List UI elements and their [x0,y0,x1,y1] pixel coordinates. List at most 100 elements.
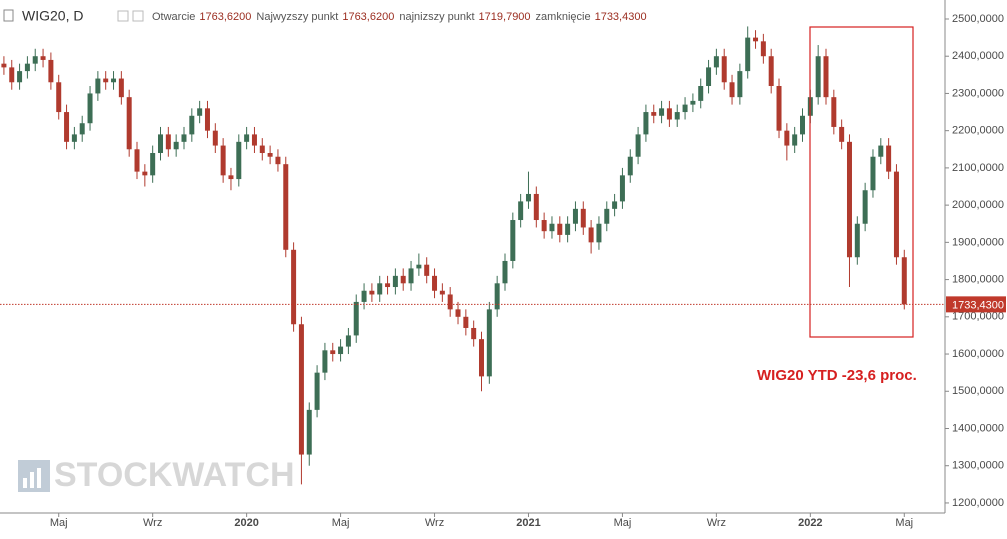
candle-body [259,145,265,154]
logo-bar [37,468,41,488]
candle-body [283,164,289,250]
field-value: 1733,4300 [595,11,647,23]
y-tick-label: 1400,0000 [952,422,1004,434]
candle-body [800,115,806,135]
candle-body [729,82,735,98]
candle-body [40,56,46,60]
candle-body [24,63,30,72]
field-label: najnizszy punkt [399,11,474,23]
candle-body [510,220,516,261]
candle-body [111,78,117,83]
candle-body [9,67,15,83]
x-tick-label: Maj [895,517,913,529]
header: WIG20, D Otwarcie 1763,6200 Najwyzszy punk… [3,8,647,24]
candle-body [792,134,798,146]
y-tick-label: 2000,0000 [952,199,1004,211]
candle-body [588,227,594,243]
x-tick-label: Wrz [425,517,444,529]
candle-body [291,249,297,325]
candle-body [518,201,524,221]
candle-body [596,223,602,243]
candle-body [721,56,727,83]
candle-body [377,283,383,295]
candle-body [659,108,665,116]
candle-body [48,59,54,83]
candle-body [463,316,469,328]
field-label: zamknięcie [536,11,591,23]
candle-body [557,223,563,235]
candle-body [330,350,336,355]
candle-body [385,283,391,288]
candle-body [392,275,398,288]
candle-body [745,37,751,72]
annotation: WIG20 YTD -23,6 proc. [757,367,917,384]
candle-body [103,78,109,83]
symbol-icon [3,9,14,22]
candle-body [471,327,477,340]
candle-body [150,153,156,176]
candle-body [56,82,62,113]
candle-body [666,108,672,120]
candle-body [447,294,453,310]
x-tick-label: Maj [332,517,350,529]
candle-body [580,208,586,228]
candle-body [619,175,625,202]
x-tick-label: 2021 [516,517,540,529]
candle-body [455,309,461,317]
watermark: STOCKWATCH [54,456,295,494]
candle-body [158,134,164,154]
candle-body [134,149,140,172]
candle-body [64,112,70,142]
candle-body [737,71,743,98]
candle-body [643,112,649,135]
candle-body [79,123,85,135]
candle-body [862,190,868,224]
candle-body [479,339,485,377]
candle-body [878,145,884,157]
candle-body [760,41,766,57]
candle-body [361,290,367,302]
x-tick-label: Wrz [707,517,726,529]
candle-body [635,134,641,157]
candle-body [173,141,179,150]
candle-body [228,175,234,180]
candle-body [432,275,438,291]
candle-body [322,350,328,373]
y-tick-label: 2100,0000 [952,162,1004,174]
x-tick-label: 2020 [234,517,258,529]
candle-body [768,56,774,86]
highlight-box [809,26,914,338]
candle-body [416,264,422,269]
candle-body [369,290,375,295]
candle-body [776,85,782,131]
candle-body [314,372,320,410]
candle-body [181,134,187,142]
x-tick-label: Maj [50,517,68,529]
candle-body [439,290,445,295]
y-tick-label: 2200,0000 [952,125,1004,137]
candle-body [784,130,790,146]
watermark-logo: STOCKWATCH [18,456,295,494]
candle-body [839,126,845,142]
candle-body [846,141,852,258]
candle-body [71,134,77,142]
candle-body [706,67,712,86]
candle-body [901,257,907,305]
candle-body [298,324,304,455]
y-tick-label: 1500,0000 [952,385,1004,397]
candle-body [267,153,273,157]
candle-body [682,104,688,113]
candle-body [549,223,555,232]
field-value: 1763,6200 [342,11,394,23]
y-tick-label: 1800,0000 [952,273,1004,285]
candle-body [753,37,759,42]
icon [117,10,129,22]
candle-body [424,264,430,276]
candle-body [236,141,242,180]
candle-body [690,100,696,105]
candle-body [126,97,132,150]
y-tick-label: 2300,0000 [952,87,1004,99]
candle-body [212,130,218,146]
candle-body [251,134,257,146]
candle-body [353,301,359,336]
